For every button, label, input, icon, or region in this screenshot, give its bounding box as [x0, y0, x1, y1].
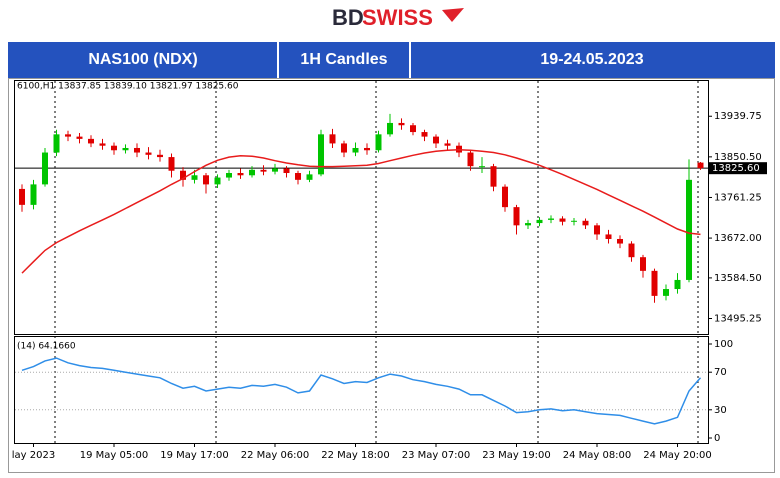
candle-body [65, 134, 71, 137]
candle-body [42, 152, 48, 185]
header-cell: NAS100 (NDX) [88, 51, 197, 68]
x-tick-label: 22 May 06:00 [241, 450, 310, 461]
candle-body [295, 173, 301, 180]
rsi-tick-label: 100 [714, 339, 733, 350]
candle-body [249, 169, 255, 176]
candle-body [559, 218, 566, 222]
candle-body [226, 173, 232, 178]
candle-body [260, 169, 267, 172]
candle-body [525, 223, 531, 226]
candle-body [272, 168, 278, 172]
candle-body [375, 134, 382, 151]
logo-arrow [442, 8, 464, 22]
candle-body [53, 134, 60, 153]
rsi-panel [14, 336, 709, 444]
x-tick-label: 24 May 08:00 [563, 450, 632, 461]
candle-body [76, 136, 83, 139]
candle-body [571, 220, 577, 222]
candle-body [502, 186, 508, 208]
logo-swiss: SWISS [362, 5, 433, 30]
symbol-info: 6100,H1 13837.85 13839.10 13821.97 13825… [17, 82, 239, 92]
candle-body [214, 177, 221, 185]
candle-body [99, 143, 106, 146]
candle-body [594, 225, 600, 235]
candle-body [352, 147, 359, 153]
candle-body [536, 219, 543, 224]
candle-body [697, 162, 704, 169]
candle-body [490, 166, 497, 187]
x-tick-label: 24 May 20:00 [643, 450, 712, 461]
rsi-tick-label: 30 [714, 405, 727, 416]
candle-body [122, 147, 129, 151]
candle-body [168, 157, 175, 171]
price-panel [14, 80, 709, 335]
candle-body [479, 166, 485, 168]
candle-body [237, 173, 244, 176]
y-tick-label: 13495.25 [714, 314, 762, 325]
rsi-label: (14) 64.1660 [17, 342, 76, 352]
candle-body [513, 207, 520, 226]
candle-body [421, 132, 428, 137]
candle-body [433, 136, 439, 144]
x-tick-label: 22 May 18:00 [321, 450, 390, 461]
candle-body [19, 188, 25, 205]
candle-body [444, 143, 451, 146]
header-cell: 1H Candles [300, 51, 387, 68]
candle-body [617, 238, 623, 244]
candle-body [605, 234, 612, 239]
y-tick-label: 13939.75 [714, 111, 762, 122]
header-cell: 19-24.05.2023 [540, 51, 643, 68]
candle-body [663, 289, 669, 296]
candle-body [686, 179, 692, 280]
candle-body [191, 175, 198, 180]
y-tick-label: 13850.50 [714, 152, 762, 163]
current-price-tag [709, 162, 767, 175]
candle-body [410, 125, 416, 133]
candle-body [674, 279, 681, 290]
header-bar [8, 42, 775, 78]
candle-body [88, 138, 94, 144]
candle-body [640, 257, 646, 271]
candle-body [111, 145, 117, 151]
x-tick-label: 19 May 05:00 [80, 450, 149, 461]
candle-body [651, 270, 658, 296]
candle-body [398, 122, 405, 126]
candle-body [341, 143, 347, 153]
rsi-line [21, 357, 702, 425]
candle-body [364, 147, 370, 151]
x-tick-label: lay 2023 [12, 450, 55, 461]
y-tick-label: 13584.50 [714, 273, 762, 284]
candle-body [318, 134, 324, 175]
candle-body [283, 168, 290, 174]
moving-average [21, 149, 701, 274]
candle-body [30, 184, 37, 205]
rsi-tick-label: 0 [714, 433, 720, 444]
x-tick-label: 19 May 17:00 [160, 450, 229, 461]
y-tick-label: 13672.00 [714, 233, 762, 244]
candle-body [548, 218, 554, 220]
candle-body [180, 170, 186, 180]
candle-body [467, 152, 474, 167]
chart-frame [8, 78, 775, 473]
current-price-label: 13825.60 [712, 163, 760, 174]
candle-body [582, 220, 589, 226]
candle-body [203, 175, 209, 185]
candle-body [306, 174, 313, 180]
logo-bd: BD [332, 5, 364, 30]
candle-body [387, 122, 393, 135]
candle-body [329, 134, 336, 144]
candle-body [134, 147, 140, 153]
rsi-tick-label: 70 [714, 367, 727, 378]
x-tick-label: 23 May 19:00 [482, 450, 551, 461]
x-tick-label: 23 May 07:00 [402, 450, 471, 461]
candle-body [157, 154, 163, 158]
candle-body [628, 243, 635, 258]
candle-body [145, 152, 152, 155]
y-tick-label: 13761.25 [714, 192, 762, 203]
